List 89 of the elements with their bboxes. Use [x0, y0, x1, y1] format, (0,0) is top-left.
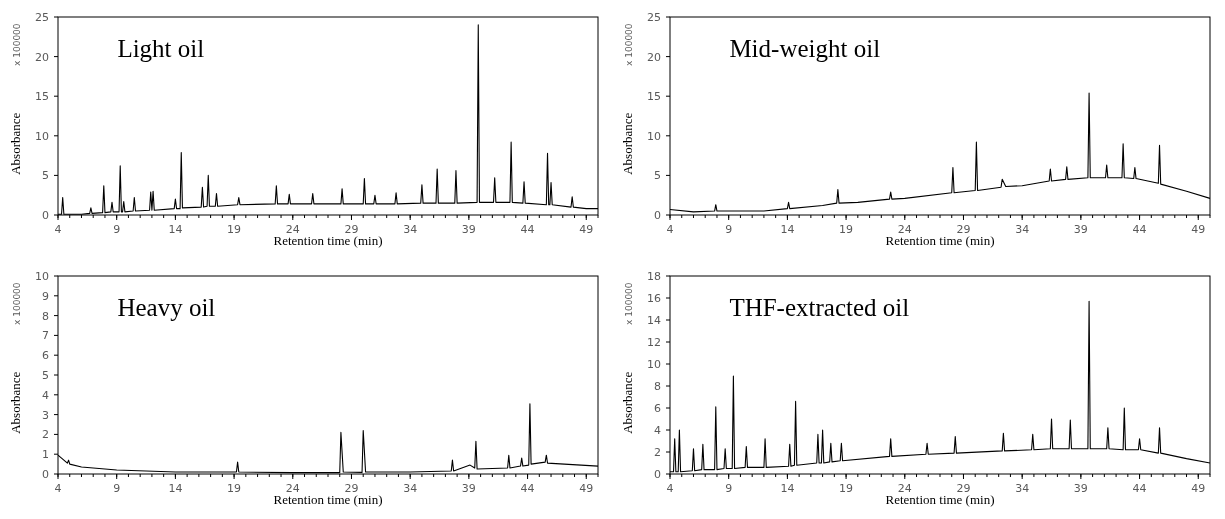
x-tick-label: 4: [666, 482, 674, 495]
y-tick-label: 6: [42, 349, 49, 363]
x-tick-label: 14: [168, 223, 183, 236]
x-tick-label: 14: [780, 223, 795, 236]
y-tick-label: 5: [42, 369, 49, 382]
x-tick-label: 24: [897, 223, 912, 236]
text: x 100000: [624, 282, 634, 325]
y-tick-label: 25: [647, 11, 661, 24]
y-tick-label: 2: [42, 428, 49, 442]
x-axis-title: Retention time (min): [885, 492, 995, 507]
y-tick-label: 1: [42, 448, 49, 462]
x-tick-label: 29: [956, 482, 971, 495]
y-tick-label: 0: [654, 468, 661, 481]
y-tick-label: 8: [42, 309, 49, 323]
text: Heavy oil: [117, 293, 216, 321]
x-tick-label: 34: [1015, 223, 1030, 236]
y-axis-title: Absorbance: [8, 371, 23, 434]
y-axis-title: Absorbance: [620, 371, 635, 434]
y-tick-label: 0: [42, 209, 49, 222]
x-tick-label: 49: [1191, 223, 1206, 236]
x-tick-label: 44: [520, 482, 535, 495]
y-tick-label: 15: [35, 90, 49, 104]
x-tick-label: 34: [403, 482, 418, 495]
x-tick-label: 4: [54, 223, 62, 236]
y-tick-label: 10: [35, 129, 49, 143]
x-tick-label: 29: [344, 223, 359, 236]
text: Light oil: [117, 34, 205, 62]
x-tick-label: 34: [1015, 482, 1030, 495]
x-tick-label: 44: [520, 223, 535, 236]
x-tick-label: 4: [666, 223, 674, 236]
x-tick-label: 4: [54, 482, 62, 495]
x-tick-label: 39: [1073, 223, 1088, 236]
x-tick-label: 24: [897, 482, 912, 495]
x-tick-label: 9: [725, 482, 733, 495]
text: Mid-weight oil: [729, 34, 881, 62]
y-tick-label: 12: [647, 336, 661, 349]
y-tick-label: 6: [654, 402, 661, 415]
x-tick-label: 39: [1073, 482, 1088, 495]
y-tick-label: 3: [42, 408, 49, 422]
x-tick-label: 19: [839, 482, 854, 495]
y-tick-label: 0: [654, 209, 661, 222]
x-tick-label: 44: [1132, 482, 1147, 495]
x-tick-label: 9: [113, 482, 121, 495]
text: x 100000: [12, 282, 22, 325]
x-tick-label: 49: [579, 482, 594, 495]
x-axis-title: Retention time (min): [273, 492, 383, 507]
y-tick-label: 2: [654, 446, 661, 459]
y-tick-label: 15: [647, 90, 661, 104]
y-axis-title: Absorbance: [620, 112, 635, 175]
y-tick-label: 4: [654, 424, 661, 437]
y-tick-label: 16: [647, 292, 661, 305]
y-tick-label: 14: [647, 314, 661, 327]
y-tick-label: 10: [647, 358, 661, 371]
x-tick-label: 44: [1132, 223, 1147, 236]
y-tick-label: 25: [35, 11, 49, 24]
y-tick-label: 8: [654, 380, 661, 393]
y-tick-label: 0: [42, 468, 49, 481]
x-tick-label: 14: [168, 482, 183, 495]
y-tick-label: 9: [42, 289, 49, 303]
y-axis-title: Absorbance: [8, 112, 23, 175]
x-tick-label: 9: [725, 223, 733, 236]
y-tick-label: 10: [647, 129, 661, 143]
text: x 100000: [624, 23, 634, 66]
x-tick-label: 19: [227, 482, 242, 495]
x-tick-label: 29: [956, 223, 971, 236]
y-tick-label: 5: [654, 169, 661, 183]
x-tick-label: 14: [780, 482, 795, 495]
y-tick-label: 5: [42, 169, 49, 183]
x-tick-label: 39: [461, 482, 476, 495]
text: x 100000: [12, 23, 22, 66]
x-tick-label: 29: [344, 482, 359, 495]
y-tick-label: 7: [42, 329, 49, 343]
y-tick-label: 20: [647, 50, 661, 64]
y-tick-label: 10: [35, 270, 49, 283]
x-tick-label: 9: [113, 223, 121, 236]
x-tick-label: 19: [227, 223, 242, 236]
text: THF-extracted oil: [729, 293, 910, 321]
x-axis-title: Retention time (min): [273, 233, 383, 248]
x-tick-label: 49: [579, 223, 594, 236]
x-tick-label: 24: [285, 223, 300, 236]
x-tick-label: 34: [403, 223, 418, 236]
y-tick-label: 20: [35, 50, 49, 64]
x-tick-label: 24: [285, 482, 300, 495]
y-tick-label: 4: [42, 388, 49, 402]
x-tick-label: 19: [839, 223, 854, 236]
x-tick-label: 49: [1191, 482, 1206, 495]
x-axis-title: Retention time (min): [885, 233, 995, 248]
x-tick-label: 39: [461, 223, 476, 236]
y-tick-label: 18: [647, 270, 661, 283]
